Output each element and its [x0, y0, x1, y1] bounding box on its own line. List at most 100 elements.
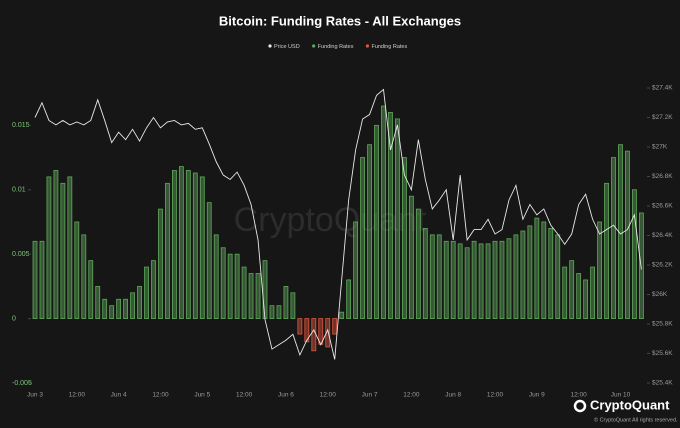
bar [39, 240, 45, 319]
x-tick-label: 12:00 [236, 392, 253, 399]
bar [638, 212, 644, 319]
bar [485, 243, 491, 319]
x-tick-label: 12:00 [403, 392, 420, 399]
bar [611, 157, 616, 319]
bar [520, 230, 526, 319]
bar [255, 273, 261, 319]
bar [102, 298, 108, 319]
legend-label: Funding Rates [318, 44, 354, 50]
bar [81, 234, 87, 319]
bar [144, 266, 149, 319]
y2-tick-label: $26.6K [652, 203, 673, 210]
bar [276, 305, 282, 319]
bar [213, 234, 219, 319]
x-tick-label: Jun 9 [529, 392, 545, 399]
bar [590, 266, 595, 319]
bar [199, 176, 205, 319]
y2-tick-label: $27K [652, 144, 668, 151]
x-tick-label: Jun 6 [278, 392, 294, 399]
bar [171, 170, 177, 319]
bar [109, 305, 115, 319]
y-tick-label: 0.01 [12, 187, 26, 194]
bar [346, 279, 352, 319]
chart-title: Bitcoin: Funding Rates - All Exchanges [219, 13, 461, 28]
bar [408, 195, 414, 319]
bar [548, 228, 554, 319]
bar [88, 260, 94, 319]
y2-tick-label: $26K [652, 291, 668, 298]
y2-tick-label: $27.2K [652, 114, 673, 121]
logo-icon [573, 399, 587, 413]
watermark: CryptoQuant [234, 201, 427, 239]
bar [429, 234, 435, 319]
y2-tick-label: $25.8K [652, 321, 673, 328]
bar [290, 292, 296, 319]
bar [339, 311, 345, 319]
bar [234, 253, 240, 319]
bar [402, 157, 407, 319]
y2-tick-label: $25.4K [652, 380, 673, 387]
bar [165, 182, 170, 319]
bar [192, 172, 198, 319]
y2-tick-label: $26.8K [652, 173, 673, 180]
bar [318, 318, 324, 345]
bar [353, 221, 359, 319]
bar [464, 247, 470, 319]
bar [137, 285, 142, 319]
y2-tick-label: $25.6K [652, 350, 673, 357]
bar [443, 240, 449, 319]
bar [415, 208, 421, 319]
bar [436, 234, 442, 319]
x-tick-label: Jun 8 [445, 392, 461, 399]
footer-logo: CryptoQuant © CryptoQuant All rights res… [573, 397, 678, 423]
bar [60, 182, 66, 319]
bar [332, 318, 338, 335]
bar [360, 157, 365, 319]
bar [457, 243, 463, 319]
copyright: © CryptoQuant All rights reserved. [594, 416, 678, 423]
legend-marker [365, 44, 370, 48]
bar [130, 292, 135, 319]
bar [151, 260, 156, 319]
x-tick-label: 12:00 [487, 392, 504, 399]
bar [499, 240, 505, 319]
bar [555, 234, 561, 319]
y2-tick-label: $26.2K [652, 262, 673, 269]
bar [569, 260, 575, 319]
bar [67, 176, 73, 319]
price-line [34, 88, 642, 360]
bar [74, 221, 80, 319]
bar [241, 266, 247, 319]
x-tick-label: 12:00 [320, 392, 337, 399]
x-tick-label: Jun 3 [27, 392, 43, 399]
x-tick-label: 12:00 [152, 392, 169, 399]
bar [178, 166, 184, 319]
x-tick-label: Jun 4 [111, 392, 127, 399]
bar [262, 260, 268, 319]
bar [381, 105, 386, 319]
bar [541, 221, 547, 319]
x-tick-label: 12:00 [571, 392, 588, 399]
bar [450, 240, 456, 319]
bar [116, 298, 122, 319]
bar [471, 240, 477, 319]
bar [576, 273, 582, 319]
brand: CryptoQuant [590, 397, 670, 412]
y-tick-label: 0.005 [12, 251, 30, 258]
legend-label: Price USD [274, 44, 300, 50]
bar [422, 228, 428, 319]
bar [185, 170, 191, 319]
bar [374, 124, 379, 319]
bar [562, 266, 568, 319]
bar [248, 273, 254, 319]
bar [46, 176, 52, 319]
bar [583, 279, 589, 319]
y-tick-label: -0.005 [12, 380, 32, 387]
bar [632, 189, 637, 319]
bar [53, 170, 59, 319]
bar [325, 318, 331, 348]
bar [32, 240, 38, 319]
bar [158, 208, 163, 319]
bar [283, 285, 289, 319]
